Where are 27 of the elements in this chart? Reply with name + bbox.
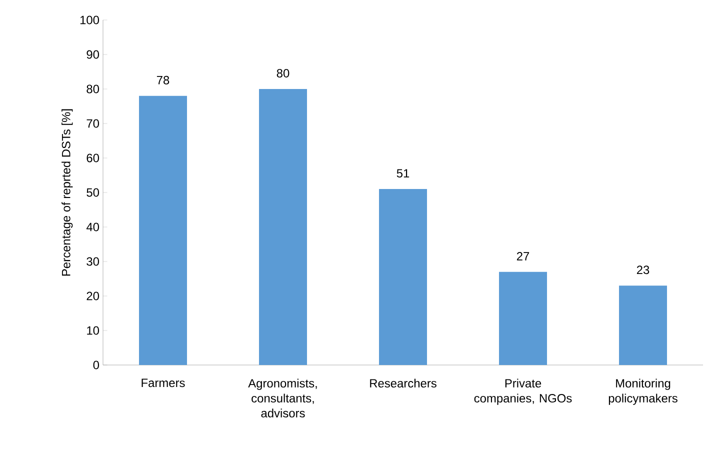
data-label: 27 xyxy=(516,252,530,260)
y-tick-label: 40 xyxy=(86,222,100,232)
data-label: 80 xyxy=(276,69,290,78)
y-tick-label: 20 xyxy=(86,292,100,300)
bar xyxy=(139,96,188,365)
bar xyxy=(619,286,668,365)
data-label: 51 xyxy=(396,169,410,178)
x-tick-label: Farmers xyxy=(142,378,185,388)
x-tick-label: Monitoring policymakers xyxy=(608,378,678,405)
x-tick-label: Private companies, NGOs xyxy=(474,378,572,405)
y-tick-label: 60 xyxy=(86,154,100,162)
y-tick-label: 10 xyxy=(87,326,100,335)
y-tick-label: 50 xyxy=(86,188,100,197)
y-tick-label: 90 xyxy=(86,50,100,59)
y-tick-label: 30 xyxy=(86,257,100,266)
bar xyxy=(259,88,308,365)
y-tick-label: 70 xyxy=(86,119,100,128)
data-label: 23 xyxy=(636,266,650,274)
y-tick-label: 80 xyxy=(86,84,100,94)
y-tick-label: 0 xyxy=(93,360,100,370)
y-tick-label: 100 xyxy=(80,16,100,24)
x-tick-label: Agronomists, consultants, advisors xyxy=(248,378,317,418)
data-label: 78 xyxy=(156,76,170,84)
y-axis-title: Percentage of reprted DSTs [%] xyxy=(62,109,73,276)
bar xyxy=(379,189,428,365)
bar xyxy=(499,272,548,365)
x-tick-label: Researchers xyxy=(370,378,436,388)
